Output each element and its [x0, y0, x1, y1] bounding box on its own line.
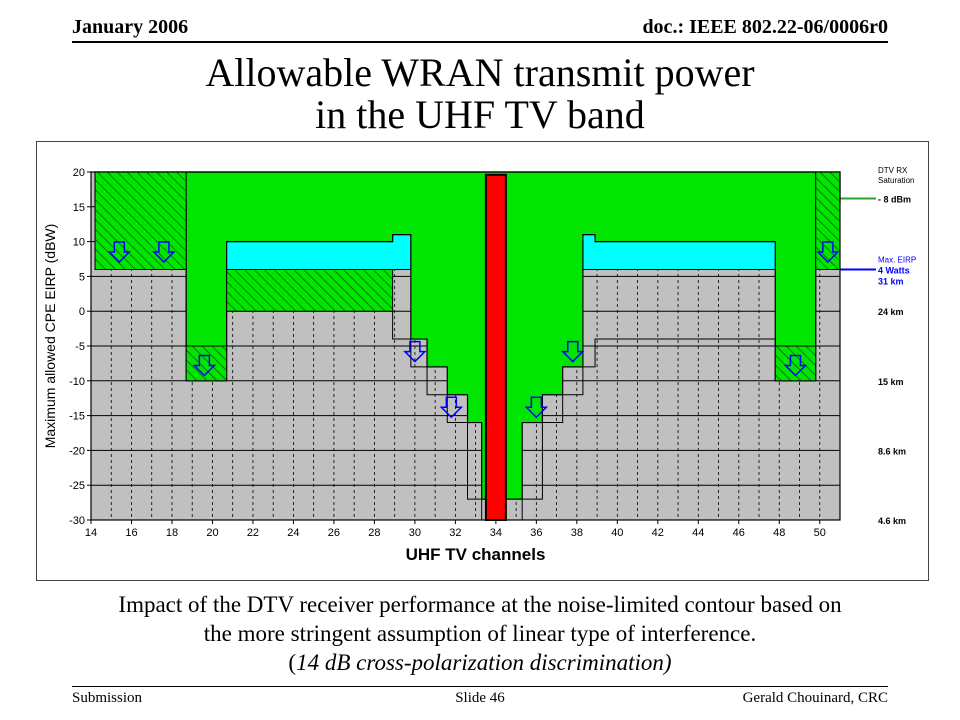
x-tick-label: 34: [490, 527, 502, 539]
x-tick-label: 48: [773, 527, 785, 539]
x-tick-label: 18: [166, 527, 178, 539]
dtv-channel-bar: [484, 173, 507, 522]
header-date: January 2006: [72, 16, 189, 38]
header-doc-id: doc.: IEEE 802.22-06/0006r0: [642, 16, 888, 38]
y-axis-label: Maximum allowed CPE EIRP (dBW): [42, 224, 58, 449]
right-annotation-label: 31 km: [878, 276, 904, 286]
right-annotation-label: 15 km: [878, 377, 904, 387]
axes-layer: [87, 171, 841, 524]
header-rule: [72, 41, 888, 43]
y-tick-label: -20: [69, 445, 85, 457]
y-tick-label: 5: [79, 271, 85, 283]
x-tick-label: 14: [85, 527, 97, 539]
x-tick-label: 32: [449, 527, 461, 539]
x-tick-label: 44: [692, 527, 704, 539]
x-tick-label: 30: [409, 527, 421, 539]
right-annotation-label: 4 Watts: [878, 265, 910, 275]
title-line-2: in the UHF TV band: [315, 92, 645, 137]
caption-note-paren: (: [288, 650, 297, 675]
down-arrow-icon: [403, 340, 427, 363]
arrows-layer: [107, 241, 840, 419]
footer-slide-number: Slide 46: [455, 690, 505, 706]
x-tick-label: 28: [368, 527, 380, 539]
y-tick-label: 15: [73, 202, 85, 214]
y-tick-label: 0: [79, 306, 85, 318]
down-arrow-icon: [439, 396, 464, 419]
x-tick-label: 24: [287, 527, 299, 539]
right-annotation-label: 8.6 km: [878, 446, 906, 456]
down-arrow-icon: [524, 396, 549, 419]
footer-rule: [72, 686, 888, 687]
x-tick-label: 42: [652, 527, 664, 539]
down-arrow-icon: [192, 354, 217, 377]
right-annotation-label: 4.6 km: [878, 516, 906, 526]
y-tick-label: -15: [69, 411, 85, 423]
caption-line-1: Impact of the DTV receiver performance a…: [118, 592, 842, 617]
x-tick-label: 16: [125, 527, 137, 539]
x-tick-label: 38: [571, 527, 583, 539]
level-lines-layer: [840, 197, 876, 271]
down-arrow-icon: [152, 241, 176, 264]
chart-frame: 20 15 10 5 0 -5 -10 -15 -20 -25 -30 14 16 18 20 22 24 26 2…: [36, 141, 929, 581]
title-line-1: Allowable WRAN transmit power: [205, 50, 755, 95]
x-tick-label: 22: [247, 527, 259, 539]
y-tick-label: 20: [73, 167, 85, 179]
right-annotation-label: DTV RX: [878, 166, 908, 175]
down-arrow-icon: [816, 241, 840, 264]
x-tick-label: 26: [328, 527, 340, 539]
slide-title: Allowable WRAN transmit power in the UHF…: [0, 52, 960, 136]
y-tick-label: 10: [73, 237, 85, 249]
x-tick-label: 36: [530, 527, 542, 539]
right-annotation-label: 24 km: [878, 307, 904, 317]
chart-caption: Impact of the DTV receiver performance a…: [40, 590, 920, 677]
y-tick-label: -5: [75, 341, 85, 353]
x-tick-label: 40: [611, 527, 623, 539]
caption-line-2: the more stringent assumption of linear …: [203, 621, 757, 646]
down-arrow-icon: [560, 340, 585, 363]
y-tick-label: -10: [69, 376, 85, 388]
right-annotation-label: Max. EIRP: [878, 255, 916, 264]
dtv-channel-layer: [484, 173, 507, 522]
caption-note-line: (14 dB cross-polarization discrimination…: [40, 648, 920, 677]
footer-author: Gerald Chouinard, CRC: [742, 690, 888, 706]
down-arrow-icon: [107, 241, 132, 264]
x-tick-label: 50: [814, 527, 826, 539]
y-tick-label: -25: [69, 480, 85, 492]
footer-submission: Submission: [72, 690, 143, 706]
right-annotation-label: Saturation: [878, 176, 914, 185]
x-tick-label: 46: [733, 527, 745, 539]
caption-note: 14 dB cross-polarization discrimination): [296, 650, 672, 675]
right-annotation-label: - 8 dBm: [878, 194, 911, 204]
y-tick-label: -30: [69, 515, 85, 527]
x-axis-label: UHF TV channels: [406, 545, 546, 564]
down-arrow-icon: [783, 354, 808, 377]
x-tick-label: 20: [206, 527, 218, 539]
